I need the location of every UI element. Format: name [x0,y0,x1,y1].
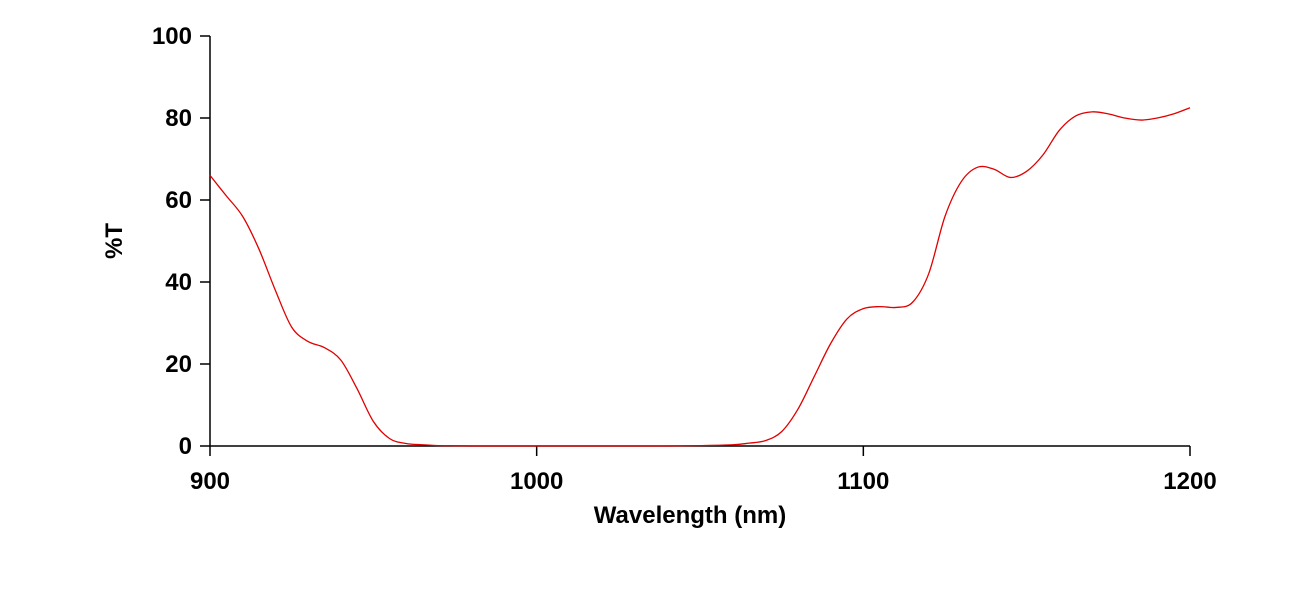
x-axis-title: Wavelength (nm) [594,502,786,529]
y-axis-title: %T [101,223,128,259]
series-group [209,107,1191,447]
x-ticks: 900 1000 1100 1200 [190,446,1217,495]
y-tick-label: 80 [165,105,192,132]
x-tick-label: 1100 [837,468,889,495]
x-tick-label: 1000 [510,468,563,495]
series-line [209,107,1191,447]
y-tick-label: 40 [165,269,192,296]
y-tick-label: 60 [165,187,192,214]
axes [209,36,1190,447]
y-tick-label: 100 [152,23,192,50]
y-tick-label: 0 [179,433,192,460]
y-tick-label: 20 [165,351,192,378]
x-tick-label: 1200 [1163,468,1216,495]
x-tick-label: 900 [190,468,230,495]
y-ticks: 0 20 40 60 80 100 [152,23,210,460]
